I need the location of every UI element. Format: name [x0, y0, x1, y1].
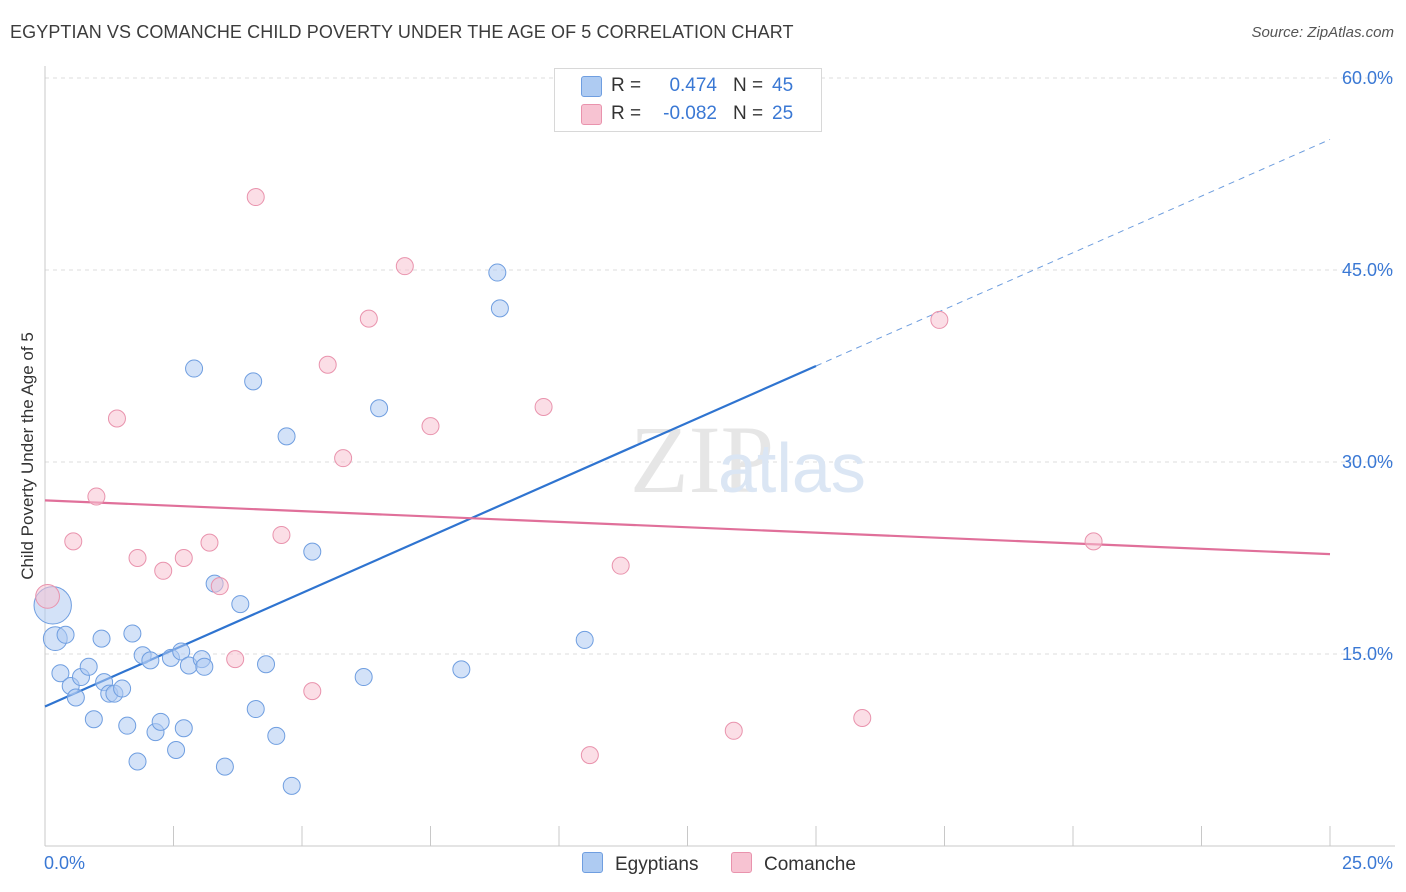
bottom-legend-label: Egyptians [615, 854, 699, 875]
egyptians-point [257, 655, 276, 674]
comanche-point [334, 449, 353, 468]
legend-r-value: -0.082 [663, 103, 717, 124]
comanche-point [64, 532, 83, 551]
egyptians-point [167, 741, 186, 759]
comanche-point [359, 309, 378, 328]
comanche-point [200, 533, 219, 552]
egyptians-point [231, 595, 250, 614]
comanche-point [853, 709, 872, 727]
comanche-point [35, 584, 60, 609]
comanche-point [272, 525, 291, 544]
egyptians-point [118, 716, 137, 735]
x-tick-label: 0.0% [44, 853, 85, 873]
trend-lines [44, 138, 1331, 708]
egyptians-point [490, 299, 509, 318]
comanche-point [128, 549, 147, 567]
egyptians-point [488, 263, 507, 282]
bottom-legend-swatch-pink [731, 852, 752, 873]
data-points [33, 188, 1103, 795]
egyptians-point [56, 625, 75, 644]
comanche-point [303, 682, 322, 701]
comanche-point [87, 487, 106, 506]
egyptians-point [303, 542, 322, 561]
y-tick-label: 60.0% [1342, 68, 1393, 88]
legend-swatch-blue [581, 76, 602, 97]
watermark-atlas: atlas [718, 429, 866, 507]
egyptians-point [370, 399, 389, 418]
egyptians-point [92, 629, 111, 648]
egyptians-point [185, 359, 204, 378]
bottom-legend-label: Comanche [764, 854, 856, 875]
legend-n-label: N = [733, 103, 764, 124]
source-label: Source: ZipAtlas.com [1251, 24, 1394, 41]
comanche-point [395, 257, 414, 276]
egyptians-point [66, 688, 85, 707]
y-tick-label: 30.0% [1342, 452, 1393, 472]
comanche-point [534, 397, 553, 416]
comanche-point [210, 577, 229, 596]
comanche-point [580, 746, 599, 765]
comanche-point [318, 355, 337, 374]
egyptians-point [51, 664, 70, 683]
egyptians-point [282, 776, 301, 795]
egyptians-point [113, 679, 132, 698]
egyptians-trend-line [44, 364, 817, 708]
legend-r-label: R = [611, 103, 642, 124]
egyptians-point [354, 668, 373, 687]
egyptians-point [575, 630, 594, 649]
comanche-trend-line [44, 499, 1331, 556]
egyptians-point [267, 726, 286, 745]
egyptians-point [277, 427, 296, 446]
correlation-legend: R = 0.474 N = 45 R = -0.082 N = 25 [554, 68, 822, 132]
egyptians-point [123, 624, 142, 643]
comanche-point [226, 650, 245, 669]
legend-r-label: R = [611, 75, 642, 96]
comanche-point [724, 721, 743, 740]
egyptians-point [141, 651, 160, 670]
egyptians-trend-extension [815, 138, 1331, 367]
bottom-legend-egyptians: Egyptians [582, 852, 698, 876]
comanche-point [107, 409, 126, 428]
comanche-point [930, 310, 949, 329]
egyptians-point [195, 657, 214, 676]
chart-title: EGYPTIAN VS COMANCHE CHILD POVERTY UNDER… [10, 22, 794, 42]
legend-swatch-pink [581, 104, 602, 125]
bottom-legend-swatch-blue [582, 852, 603, 873]
tick-labels: 15.0% 30.0% 45.0% 60.0% 0.0% 25.0% [44, 68, 1393, 873]
egyptians-point [452, 660, 471, 679]
x-tick-label: 25.0% [1342, 853, 1393, 873]
comanche-point [174, 549, 193, 567]
egyptians-point [174, 719, 193, 738]
egyptians-point [151, 712, 170, 731]
legend-n-label: N = [733, 75, 764, 96]
egyptians-point [84, 710, 103, 729]
legend-r-value: 0.474 [669, 75, 717, 96]
egyptians-point [172, 642, 191, 661]
egyptians-point [215, 757, 234, 776]
y-tick-label: 15.0% [1342, 644, 1393, 664]
legend-n-value: 25 [772, 103, 794, 124]
bottom-legend-comanche: Comanche [731, 852, 856, 876]
egyptians-point [244, 372, 263, 391]
egyptians-point [79, 657, 98, 676]
comanche-point [246, 188, 265, 207]
watermark-zip: ZIP [630, 406, 774, 513]
y-tick-label: 45.0% [1342, 260, 1393, 280]
comanche-point [154, 561, 173, 580]
egyptians-point [246, 700, 265, 719]
comanche-point [611, 556, 630, 575]
egyptians-point [128, 752, 147, 771]
comanche-point [421, 417, 440, 436]
grid-lines [45, 77, 1395, 655]
legend-n-value: 45 [772, 75, 794, 96]
axes [44, 66, 1395, 847]
comanche-point [1084, 532, 1103, 551]
